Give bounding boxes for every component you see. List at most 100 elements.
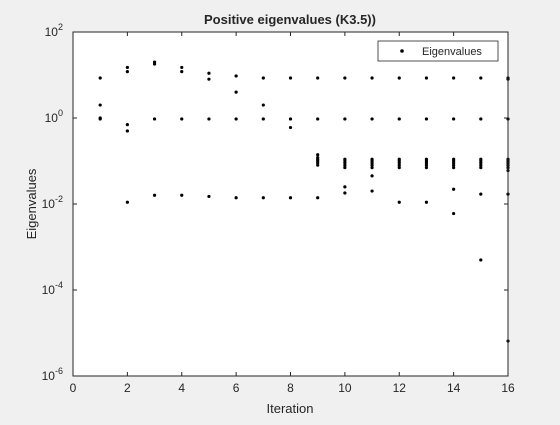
data-point	[261, 117, 265, 121]
x-axis-label: Iteration	[267, 401, 314, 416]
data-point	[316, 163, 320, 167]
data-point	[343, 191, 347, 195]
data-point	[152, 117, 157, 121]
x-tick-label: 16	[501, 381, 515, 395]
legend-label: Eigenvalues	[422, 46, 482, 58]
data-point	[397, 117, 401, 121]
data-point	[370, 189, 374, 193]
data-point	[479, 166, 483, 170]
data-point	[316, 153, 320, 157]
data-point	[316, 161, 320, 165]
data-point	[234, 117, 238, 121]
y-tick-label: 10-2	[42, 194, 63, 211]
data-point	[180, 69, 184, 74]
y-tick-label: 100	[45, 108, 63, 125]
x-tick-label: 10	[338, 381, 352, 395]
data-point	[98, 103, 102, 107]
y-tick-label: 10-4	[42, 280, 63, 297]
data-point	[234, 90, 238, 94]
data-point	[370, 76, 374, 80]
data-point	[452, 187, 456, 191]
data-point	[234, 74, 238, 78]
y-tick-label: 10-6	[42, 366, 63, 383]
data-point	[343, 166, 347, 170]
data-point	[125, 65, 129, 70]
x-tick-label: 2	[124, 381, 131, 395]
data-point	[397, 163, 401, 167]
y-tick-label: 102	[45, 22, 63, 39]
x-tick-label: 8	[287, 381, 294, 395]
data-point	[125, 200, 129, 204]
data-point	[288, 117, 293, 121]
data-point	[424, 200, 429, 204]
data-point	[370, 166, 374, 170]
y-axis-ticks: 10-6 10-4 10-2 100 102	[42, 22, 508, 383]
data-point	[98, 76, 102, 80]
data-point	[288, 196, 293, 200]
data-point	[207, 117, 211, 121]
x-tick-label: 12	[393, 381, 407, 395]
data-point	[424, 166, 429, 170]
data-point	[424, 163, 429, 167]
data-point	[397, 161, 401, 165]
data-point	[316, 196, 320, 200]
plot-area	[73, 32, 508, 376]
data-point	[479, 161, 483, 165]
data-point	[452, 161, 456, 165]
chart-title: Positive eigenvalues (K3.5))	[204, 12, 376, 27]
data-point	[370, 163, 374, 167]
data-point	[234, 196, 238, 200]
data-point	[180, 193, 184, 197]
data-point	[397, 200, 401, 204]
data-point	[370, 161, 374, 165]
data-point	[343, 76, 347, 80]
data-point	[125, 123, 129, 127]
data-point	[452, 166, 456, 170]
data-point	[370, 117, 374, 121]
data-point	[152, 62, 157, 66]
data-point	[397, 76, 401, 80]
data-point	[479, 192, 483, 196]
data-point	[316, 76, 320, 80]
data-point	[207, 77, 211, 81]
x-tick-label: 0	[70, 381, 77, 395]
data-point	[288, 125, 293, 130]
x-tick-label: 4	[178, 381, 185, 395]
data-point	[452, 163, 456, 167]
data-point	[180, 65, 184, 70]
axes-box	[72, 31, 509, 377]
data-point	[452, 117, 456, 121]
data-point	[479, 163, 483, 167]
data-point	[452, 211, 456, 216]
legend: Eigenvalues	[377, 40, 499, 62]
data-point	[343, 117, 347, 121]
legend-box	[377, 40, 499, 62]
data-point	[288, 76, 293, 80]
data-point	[98, 117, 102, 121]
data-point	[343, 161, 347, 165]
data-point	[180, 117, 184, 121]
data-point	[343, 185, 347, 189]
data-point	[424, 161, 429, 165]
x-tick-label: 6	[233, 381, 240, 395]
data-point	[261, 76, 265, 80]
data-point	[343, 163, 347, 167]
data-point	[452, 76, 456, 80]
data-point	[424, 76, 429, 80]
x-tick-label: 14	[447, 381, 461, 395]
y-axis-label: Eigenvalues	[24, 168, 39, 239]
data-point	[479, 76, 483, 80]
data-point	[479, 258, 483, 262]
data-markers	[98, 60, 510, 343]
data-point	[152, 193, 157, 197]
data-point	[261, 103, 265, 107]
data-point	[207, 194, 211, 199]
data-point	[316, 117, 320, 121]
data-point	[479, 117, 483, 121]
data-point	[424, 117, 429, 121]
data-point	[125, 69, 129, 74]
legend-marker	[400, 49, 404, 53]
data-point	[207, 71, 211, 75]
